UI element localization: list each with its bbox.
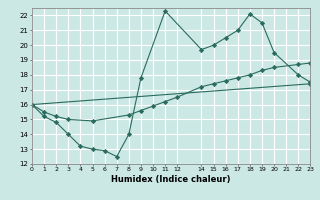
X-axis label: Humidex (Indice chaleur): Humidex (Indice chaleur) [111, 175, 231, 184]
